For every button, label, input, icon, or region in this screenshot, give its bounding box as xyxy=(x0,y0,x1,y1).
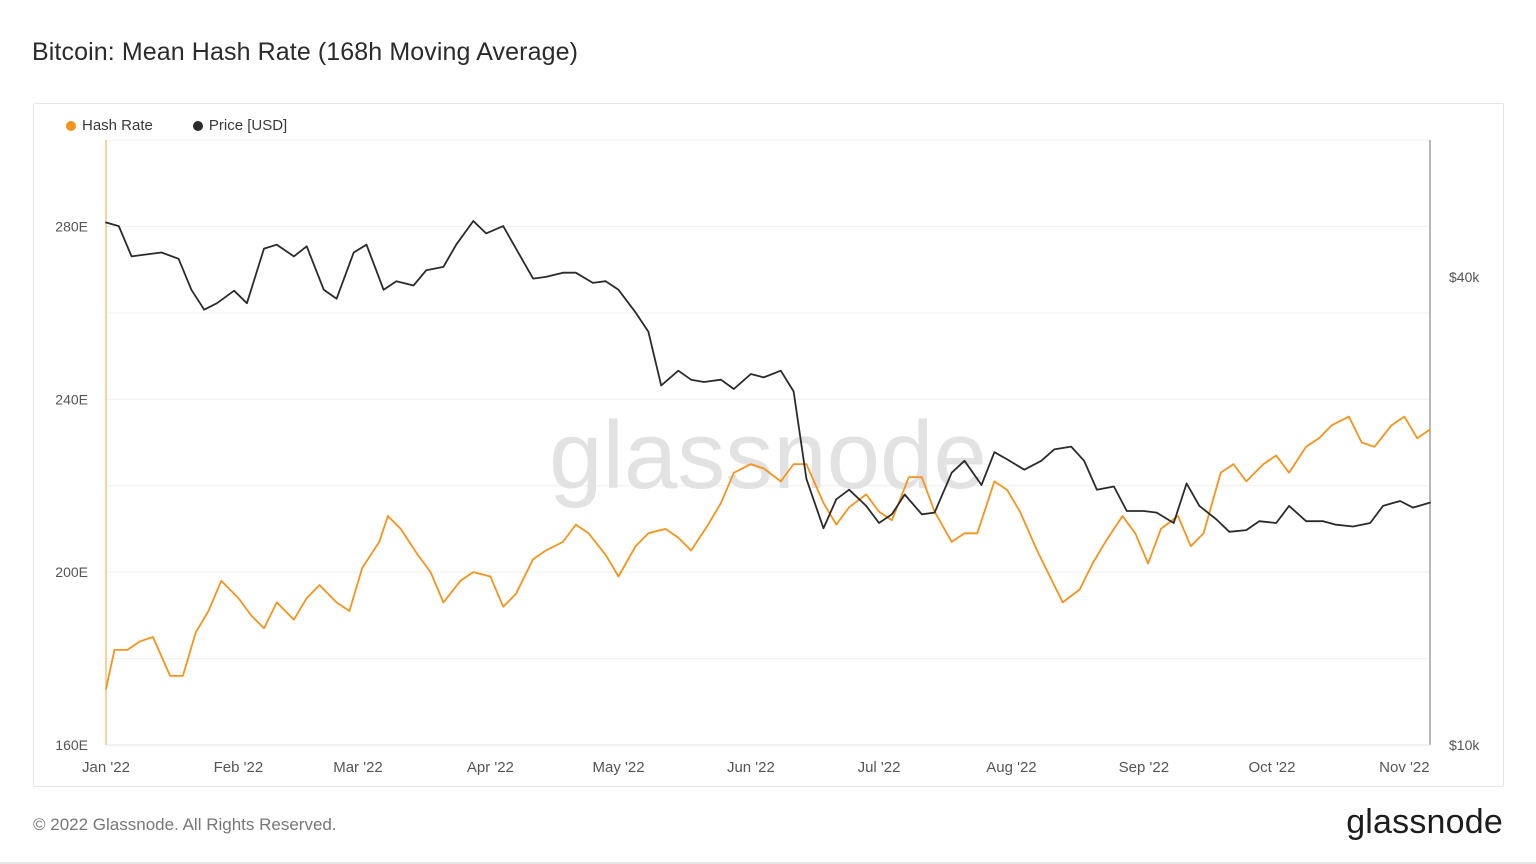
series-layer xyxy=(105,220,1431,690)
bottom-divider xyxy=(0,862,1536,864)
legend-dot-price xyxy=(192,120,203,131)
x-tick-label: Apr '22 xyxy=(467,759,514,776)
x-tick-label: Mar '22 xyxy=(333,759,383,776)
x-tick-label: Aug '22 xyxy=(986,759,1036,776)
x-tick-label: Feb '22 xyxy=(214,759,264,776)
legend-item-hash-rate[interactable]: Hash Rate xyxy=(66,117,153,134)
x-tick-label: Jan '22 xyxy=(82,759,130,776)
series-line-price xyxy=(105,220,1431,533)
axis-layer: 160E 200E 240E 280E $10k $40k Jan '22 Feb '22 Ma… xyxy=(55,140,1480,776)
legend-dot-hash-rate xyxy=(66,120,76,131)
x-tick-label: May '22 xyxy=(592,759,644,776)
chart-legend[interactable]: Hash Rate Price [USD] xyxy=(66,117,287,134)
legend-item-price[interactable]: Price [USD] xyxy=(192,117,288,134)
chart-title: Bitcoin: Mean Hash Rate (168h Moving Ave… xyxy=(32,38,579,66)
y-right-tick-label: $10k xyxy=(1449,737,1480,753)
x-tick-label: Sep '22 xyxy=(1119,759,1169,776)
chart-card xyxy=(33,103,1504,787)
x-tick-label: Jul '22 xyxy=(858,759,901,776)
x-tick-label: Nov '22 xyxy=(1379,759,1429,776)
copyright-text: © 2022 Glassnode. All Rights Reserved. xyxy=(33,815,337,834)
watermark-logo: glassnode xyxy=(549,402,987,509)
brand-logo[interactable]: glassnode xyxy=(1346,803,1503,841)
x-tick-label: Oct '22 xyxy=(1248,759,1295,776)
legend-label-hash-rate: Hash Rate xyxy=(82,117,153,134)
y-left-tick-label: 200E xyxy=(55,564,88,580)
y-left-tick-label: 240E xyxy=(55,391,88,407)
y-left-tick-label: 280E xyxy=(55,218,88,234)
y-right-tick-label: $40k xyxy=(1449,269,1480,285)
legend-label-price: Price [USD] xyxy=(208,117,288,134)
grid-layer xyxy=(106,139,1430,660)
x-tick-label: Jun '22 xyxy=(727,759,775,776)
y-left-tick-label: 160E xyxy=(55,737,88,753)
